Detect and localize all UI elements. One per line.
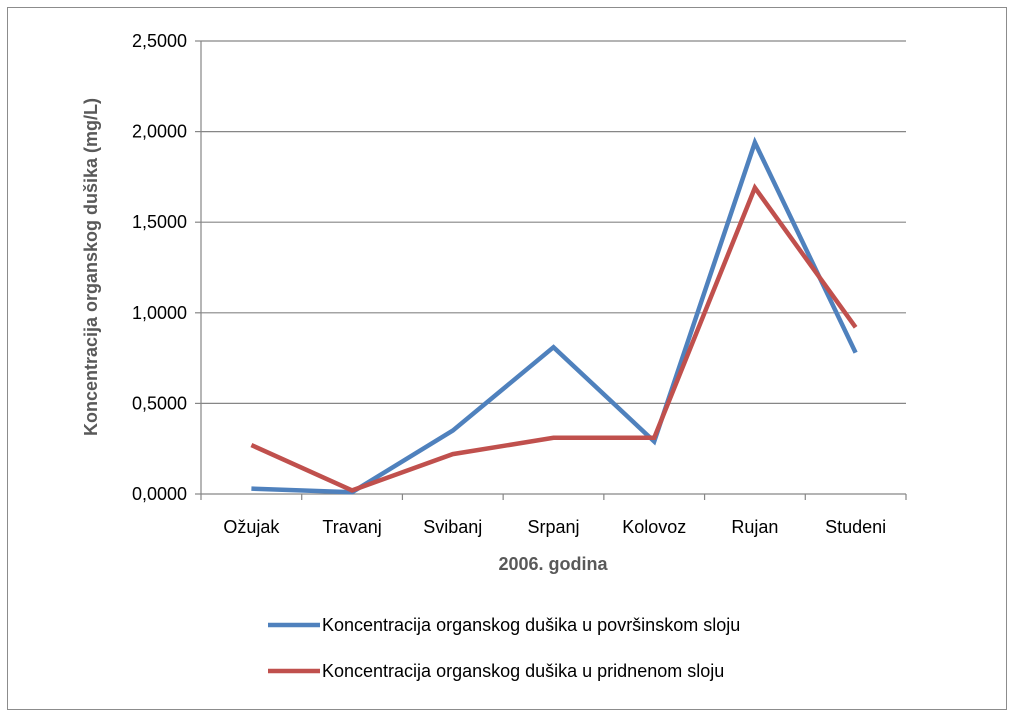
series-lines: [250, 136, 858, 495]
x-tick-label: Travanj: [322, 517, 381, 537]
axes: [195, 40, 907, 500]
y-tick-label: 2,0000: [132, 122, 187, 142]
legend-label-1: Koncentracija organskog dušika u površin…: [322, 615, 740, 635]
y-tick-label: 1,0000: [132, 303, 187, 323]
legend: Koncentracija organskog dušika u površin…: [268, 615, 740, 681]
y-axis-title: Koncentracija organskog dušika (mg/L): [81, 98, 101, 436]
x-tick-label: Ožujak: [223, 517, 280, 537]
x-tick-label: Srpanj: [527, 517, 579, 537]
y-tick-label: 0,0000: [132, 484, 187, 504]
y-tick-labels: 0,0000 0,5000 1,0000 1,5000 2,0000 2,5000: [132, 31, 187, 504]
y-tick-label: 0,5000: [132, 393, 187, 413]
x-tick-label: Rujan: [731, 517, 778, 537]
chart-frame: [7, 7, 1007, 710]
y-tick-label: 1,5000: [132, 212, 187, 232]
x-tick-labels: Ožujak Travanj Svibanj Srpanj Kolovoz Rujan St…: [223, 517, 886, 537]
y-tick-label: 2,5000: [132, 31, 187, 51]
x-tick-label: Kolovoz: [622, 517, 686, 537]
x-tick-label: Svibanj: [423, 517, 482, 537]
x-tick-label: Studeni: [825, 517, 886, 537]
gridlines: [201, 40, 906, 404]
legend-label-2: Koncentracija organskog dušika u pridnen…: [322, 661, 724, 681]
series-line-2: [250, 183, 858, 493]
x-axis-title: 2006. godina: [498, 554, 608, 574]
